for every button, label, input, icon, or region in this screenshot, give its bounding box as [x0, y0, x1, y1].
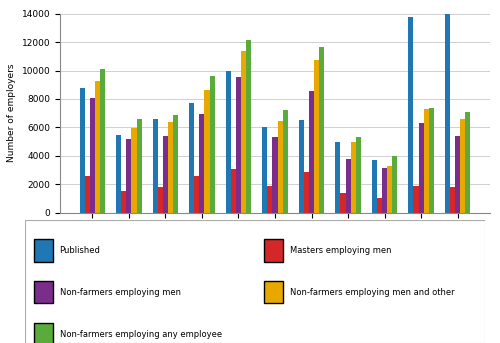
Bar [350, 142, 356, 213]
Bar [418, 123, 424, 213]
Bar [121, 191, 126, 213]
Bar [116, 134, 121, 213]
FancyBboxPatch shape [264, 239, 282, 261]
Bar [278, 121, 282, 213]
Bar [126, 139, 132, 213]
Bar [356, 137, 361, 213]
Bar [95, 81, 100, 213]
FancyBboxPatch shape [34, 323, 52, 343]
Bar [136, 119, 141, 213]
Bar [241, 51, 246, 213]
Bar [152, 119, 158, 213]
Bar [309, 91, 314, 213]
Bar [455, 136, 460, 213]
FancyBboxPatch shape [264, 281, 282, 304]
Bar [90, 98, 95, 213]
Bar [200, 114, 204, 213]
Bar [336, 142, 340, 213]
Bar [231, 169, 236, 213]
Bar [246, 40, 252, 213]
Bar [158, 187, 163, 213]
Bar [414, 186, 418, 213]
Text: Non-farmers employing any employee: Non-farmers employing any employee [60, 330, 222, 339]
Bar [460, 119, 466, 213]
Bar [372, 160, 377, 213]
Bar [450, 187, 455, 213]
Bar [340, 193, 345, 213]
Bar [424, 109, 429, 213]
Bar [408, 16, 414, 213]
Bar [84, 176, 90, 213]
FancyBboxPatch shape [34, 281, 52, 304]
Bar [445, 14, 450, 213]
Text: Published: Published [60, 246, 100, 255]
Bar [429, 107, 434, 213]
Bar [282, 110, 288, 213]
Bar [262, 127, 268, 213]
Bar [387, 166, 392, 213]
Bar [298, 120, 304, 213]
Bar [377, 198, 382, 213]
Bar [466, 113, 470, 213]
FancyBboxPatch shape [25, 220, 485, 343]
Text: Non-farmers employing men: Non-farmers employing men [60, 288, 180, 297]
Bar [163, 136, 168, 213]
Bar [173, 115, 178, 213]
Bar [210, 75, 214, 213]
Text: Masters employing men: Masters employing men [290, 246, 391, 255]
Bar [382, 168, 387, 213]
Bar [204, 90, 210, 213]
Bar [132, 128, 136, 213]
Bar [272, 137, 278, 213]
Bar [346, 159, 350, 213]
Bar [100, 69, 105, 213]
Bar [304, 172, 309, 213]
Bar [319, 47, 324, 213]
Bar [168, 122, 173, 213]
Bar [236, 77, 241, 213]
Bar [194, 176, 200, 213]
Text: Non-farmers employing men and other: Non-farmers employing men and other [290, 288, 454, 297]
Y-axis label: Number of employers: Number of employers [7, 64, 16, 163]
Bar [226, 71, 231, 213]
Bar [80, 87, 84, 213]
Bar [189, 103, 194, 213]
Bar [314, 60, 319, 213]
Bar [392, 156, 398, 213]
FancyBboxPatch shape [34, 239, 52, 261]
Bar [268, 186, 272, 213]
